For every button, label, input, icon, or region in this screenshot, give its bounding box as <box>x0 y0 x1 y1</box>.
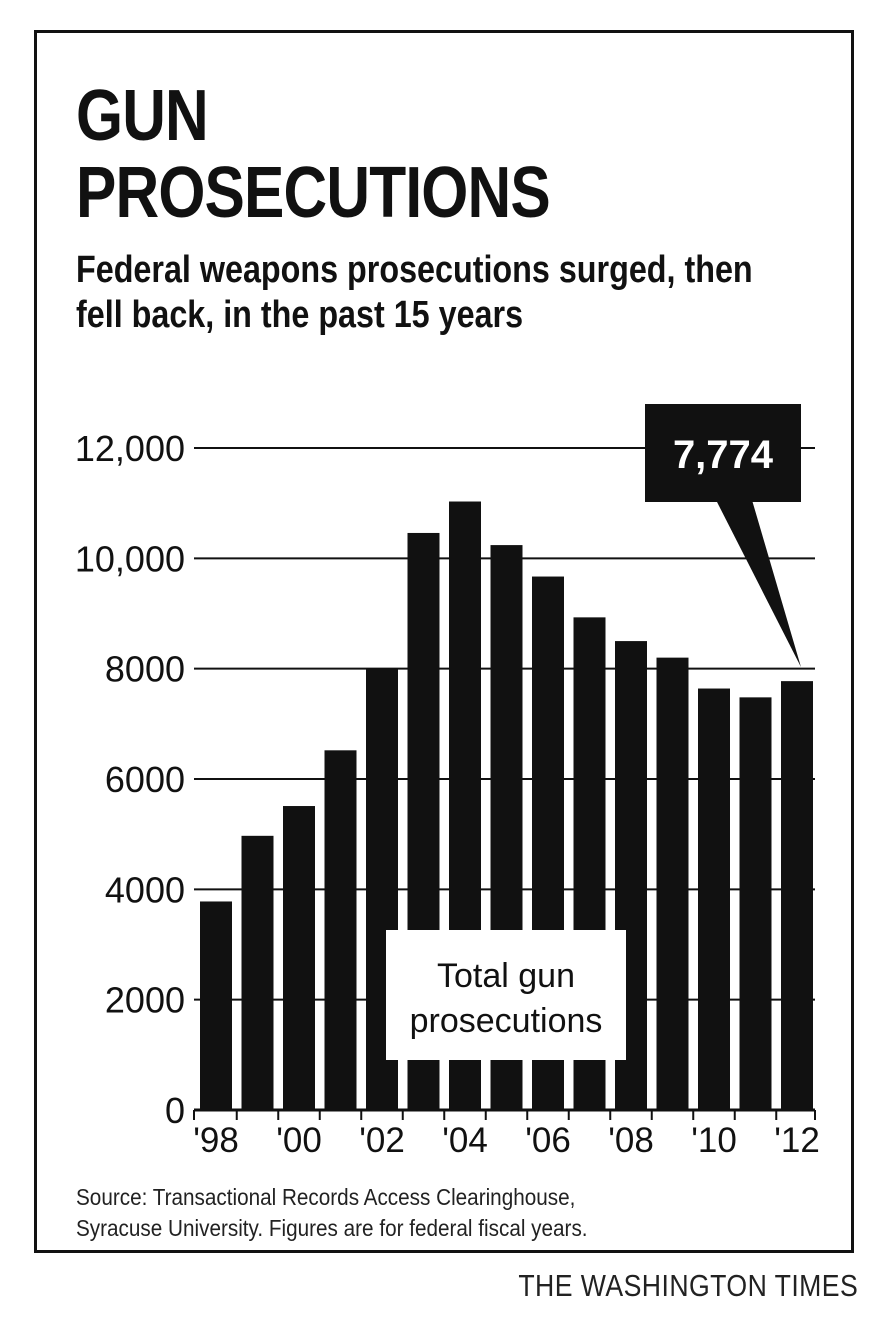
x-tick-label: '10 <box>691 1121 737 1160</box>
bar-1998 <box>200 901 232 1110</box>
x-tick-label: '12 <box>774 1121 820 1160</box>
y-tick-label: 4000 <box>105 869 185 910</box>
bar-2009 <box>656 657 689 1110</box>
y-tick-label: 10,000 <box>75 538 185 579</box>
chart-frame <box>34 30 854 1253</box>
callout-pointer <box>716 500 801 668</box>
source-line1: Source: Transactional Records Access Cle… <box>76 1184 576 1210</box>
bar-2012 <box>781 681 813 1110</box>
chart-subtitle: Federal weapons prosecutions surged, the… <box>76 249 753 336</box>
chart-title-line2: PROSECUTIONS <box>76 153 551 233</box>
bar-1999 <box>241 835 274 1110</box>
publisher-credit: THE WASHINGTON TIMES <box>518 1268 858 1303</box>
x-tick-label: '04 <box>442 1121 488 1160</box>
y-tick-label: 0 <box>165 1090 185 1131</box>
chart-title-line1: GUN <box>76 76 209 156</box>
source-note: Source: Transactional Records Access Cle… <box>76 1182 814 1244</box>
y-tick-label: 12,000 <box>75 428 185 469</box>
y-tick-label: 6000 <box>105 759 185 800</box>
y-tick-label: 8000 <box>105 649 185 690</box>
bar-2010 <box>698 688 730 1110</box>
source-line2: Syracuse University. Figures are for fed… <box>76 1215 588 1241</box>
callout-value-label: 7,774 <box>673 433 774 477</box>
x-tick-label: '08 <box>608 1121 654 1160</box>
x-tick-label: '02 <box>359 1121 405 1160</box>
x-tick-label: '00 <box>276 1121 322 1160</box>
chart-title: GUN PROSECUTIONS <box>76 76 551 233</box>
x-tick-label: '98 <box>193 1121 239 1160</box>
legend-box <box>386 930 626 1060</box>
callout-box <box>645 404 801 502</box>
bar-2001 <box>324 750 357 1110</box>
legend-label-line1: Total gun <box>437 957 575 995</box>
legend-label-line2: prosecutions <box>410 1002 603 1040</box>
bar-2011 <box>739 697 772 1110</box>
y-tick-label: 2000 <box>105 980 185 1021</box>
bar-2000 <box>283 806 315 1110</box>
x-tick-label: '06 <box>525 1121 571 1160</box>
